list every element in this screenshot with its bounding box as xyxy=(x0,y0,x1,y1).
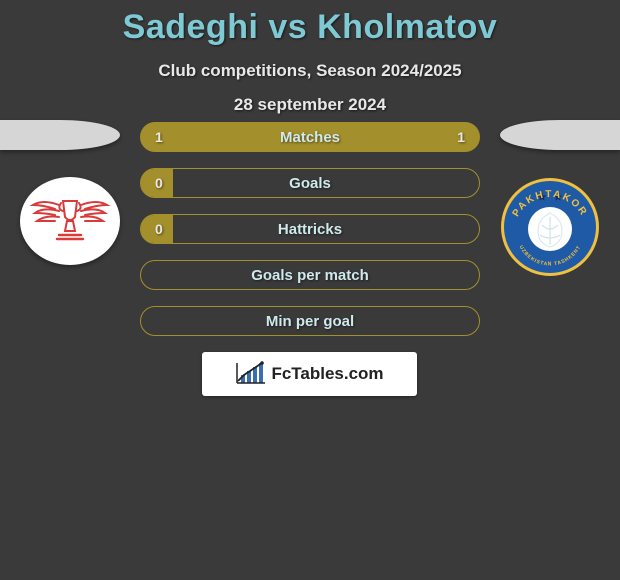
date-line: 28 september 2024 xyxy=(0,95,620,115)
stat-row: Hattricks0 xyxy=(140,214,480,244)
player-left-disc xyxy=(0,120,120,150)
brand-widget: FcTables.com xyxy=(202,352,417,396)
stat-value-right: 1 xyxy=(457,123,465,151)
stat-value-left: 0 xyxy=(155,169,163,197)
subtitle: Club competitions, Season 2024/2025 xyxy=(0,61,620,81)
page-title: Sadeghi vs Kholmatov xyxy=(0,0,620,47)
brand-name: FcTables.com xyxy=(271,364,383,384)
crest-left-icon xyxy=(29,191,111,251)
stat-row: Goals per match xyxy=(140,260,480,290)
stat-row: Matches1 1 xyxy=(140,122,480,152)
stat-row: Min per goal xyxy=(140,306,480,336)
stat-label: Min per goal xyxy=(141,307,479,335)
stat-value-left: 1 xyxy=(155,123,163,151)
club-badge-left xyxy=(20,177,120,265)
club-badge-right: PAKHTAKORUZBEKISTAN TASHKENT xyxy=(500,177,600,277)
brand-chart-icon xyxy=(235,361,267,387)
stat-label: Matches xyxy=(141,123,479,151)
stat-label: Goals per match xyxy=(141,261,479,289)
crest-right-icon: PAKHTAKORUZBEKISTAN TASHKENT xyxy=(500,177,600,277)
stat-row: Goals0 xyxy=(140,168,480,198)
stat-label: Hattricks xyxy=(141,215,479,243)
stat-rows: Matches11Goals0Hattricks0Goals per match… xyxy=(140,122,480,352)
stat-label: Goals xyxy=(141,169,479,197)
player-right-disc xyxy=(500,120,620,150)
stat-value-left: 0 xyxy=(155,215,163,243)
